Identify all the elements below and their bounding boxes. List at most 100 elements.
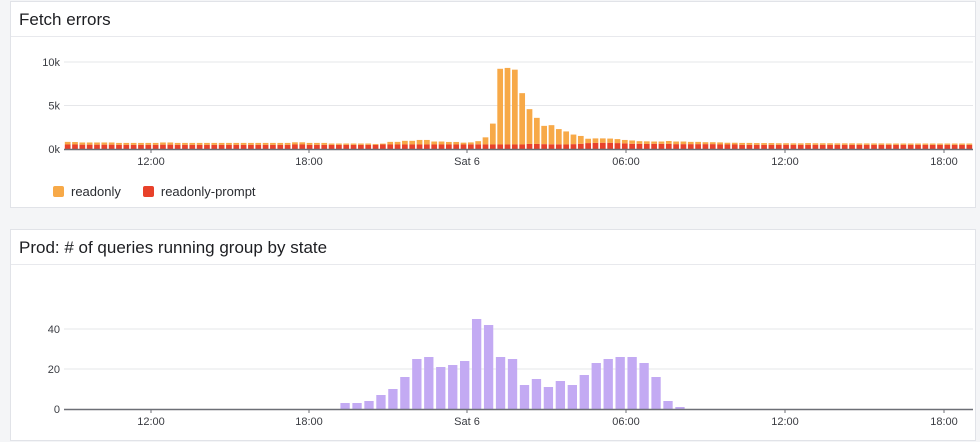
bar [79,142,86,145]
bar [966,143,973,145]
bar [805,143,811,145]
legend-swatch-readonly-prompt [142,186,154,197]
bar [790,143,797,145]
bar [471,319,482,409]
bar [416,139,423,145]
bar [929,144,936,149]
bar [482,137,489,145]
bar [665,141,672,144]
bar [460,361,470,409]
bar [189,144,196,149]
queries-running-panel: Prod: # of queries running group by stat… [10,229,976,441]
bar [64,141,71,145]
bar [599,138,606,143]
bar [431,141,438,145]
bar [189,142,196,145]
bar [966,144,973,149]
bar [614,143,621,149]
bar [270,142,276,145]
bar [204,144,210,149]
bar [797,144,804,149]
x-tick-label: Sat 6 [454,416,480,428]
bar [658,141,665,144]
bar [130,142,137,145]
bar [915,143,921,145]
bar [365,144,372,149]
bar [739,144,745,149]
bar [321,144,328,149]
bar [900,143,907,145]
bar [336,143,342,145]
fetch-errors-panel: Fetch errors 0k 5k 10k 12:00 18:00 Sat 6 06:00… [10,1,976,208]
bar [299,142,306,145]
x-tick-label: 12:00 [771,416,799,428]
bar [402,144,408,149]
legend-item-readonly[interactable]: readonly [53,184,121,199]
bar [856,144,863,149]
bar [507,359,518,409]
bar [585,138,591,144]
bar [775,144,782,149]
bar [819,144,826,149]
bar [79,144,86,149]
y-tick-label: 5k [48,101,60,113]
legend-item-readonly-prompt[interactable]: readonly-prompt [142,184,256,199]
bar [533,117,540,144]
bar [533,143,540,149]
bar [412,359,422,409]
y-tick-label: 10k [42,57,60,69]
bar [651,143,657,149]
bar [460,142,467,145]
bar [160,144,166,149]
bar [248,144,254,149]
bar [248,142,254,145]
bar [94,142,100,145]
bar [262,142,269,145]
bar [72,144,78,149]
bar [489,144,496,149]
bar [424,144,430,149]
bar [218,144,225,149]
bar [372,144,379,149]
bar [467,144,474,149]
bar [167,142,174,145]
bar [673,144,679,149]
bar [306,144,313,149]
bar [167,144,174,149]
bar [768,144,775,149]
bar [387,141,394,145]
bar [878,143,885,145]
bar [145,144,152,149]
bar [233,144,240,149]
bar [482,144,489,149]
bar [416,144,423,149]
bar [388,389,398,409]
bar [438,141,445,145]
bar [424,139,430,145]
bar [328,144,335,149]
bar [376,395,386,409]
bar [116,144,122,149]
bar [959,143,965,145]
bar [218,142,225,145]
bar [446,144,452,149]
bar [951,143,958,145]
bar [240,142,247,145]
bar [453,141,460,145]
bar [72,142,78,145]
x-tick-label: 06:00 [612,156,640,168]
bar [211,142,218,145]
bar [812,144,819,149]
bar [436,367,446,409]
bar [577,143,584,149]
bar [123,144,130,149]
bar [130,144,137,149]
bar [849,144,855,149]
bar [350,144,357,149]
bar [108,142,115,145]
bar [567,385,577,409]
bar [783,144,789,149]
bar [753,143,760,145]
bar [475,144,482,149]
bar [797,143,804,145]
